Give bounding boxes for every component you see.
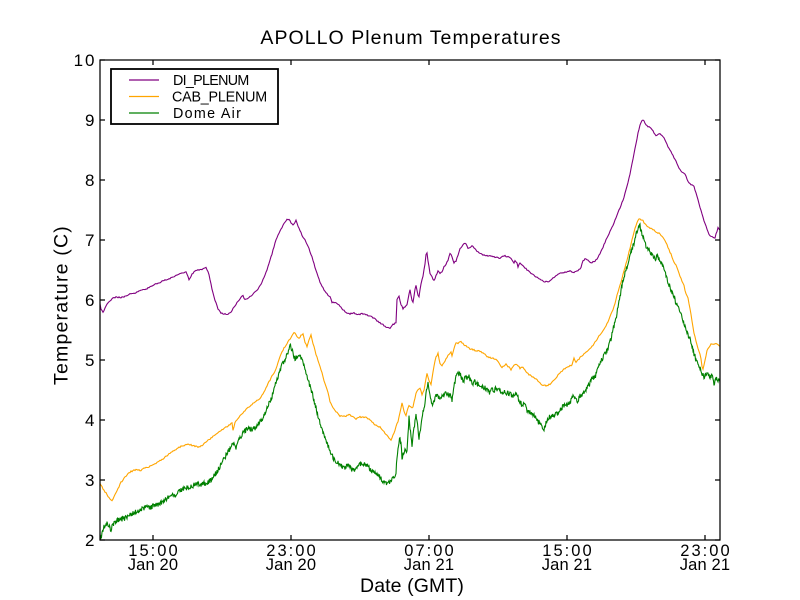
svg-text:Jan 21: Jan 21 — [542, 556, 592, 574]
svg-text:Jan 20: Jan 20 — [266, 556, 316, 574]
svg-text:Temperature (C): Temperature (C) — [51, 225, 73, 385]
svg-text:9: 9 — [85, 111, 96, 130]
svg-text:Dome Air: Dome Air — [173, 106, 242, 122]
svg-text:10: 10 — [74, 51, 97, 70]
svg-text:Date (GMT): Date (GMT) — [360, 575, 464, 597]
svg-text:23:00: 23:00 — [266, 542, 318, 560]
svg-text:4: 4 — [85, 411, 96, 430]
svg-text:Jan 21: Jan 21 — [404, 556, 454, 574]
svg-text:CAB_PLENUM: CAB_PLENUM — [172, 90, 267, 106]
svg-text:Jan 21: Jan 21 — [680, 556, 730, 574]
svg-text:7: 7 — [85, 231, 96, 250]
svg-text:5: 5 — [85, 351, 96, 370]
svg-text:Jan 20: Jan 20 — [128, 556, 178, 574]
svg-text:15:00: 15:00 — [128, 542, 180, 560]
svg-text:6: 6 — [85, 291, 96, 310]
svg-text:3: 3 — [85, 471, 96, 490]
svg-text:15:00: 15:00 — [542, 542, 594, 560]
svg-text:DI_PLENUM: DI_PLENUM — [173, 73, 249, 89]
svg-text:23:00: 23:00 — [680, 542, 732, 560]
svg-text:07:00: 07:00 — [404, 542, 456, 560]
svg-text:8: 8 — [85, 171, 96, 190]
svg-text:2: 2 — [85, 531, 96, 550]
svg-text:APOLLO Plenum Temperatures: APOLLO Plenum Temperatures — [260, 27, 561, 49]
